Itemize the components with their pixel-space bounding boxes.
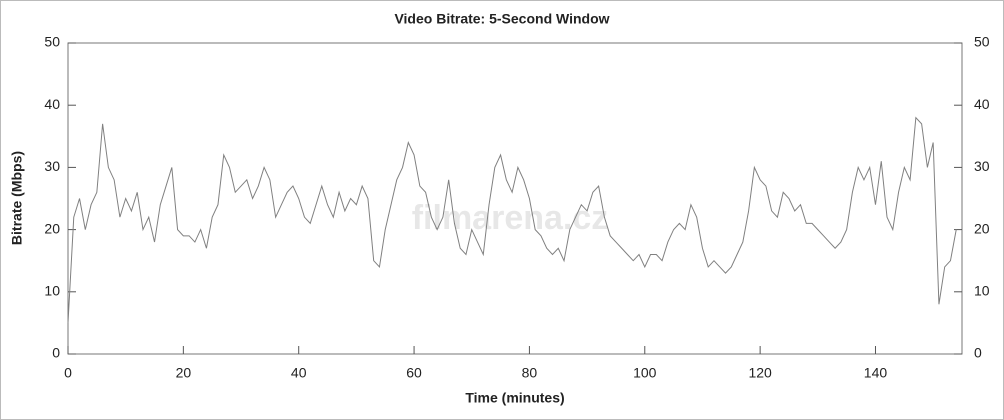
x-tick-label: 80: [522, 365, 538, 381]
chart-title: Video Bitrate: 5-Second Window: [394, 11, 609, 27]
y-tick-label: 10: [44, 283, 60, 299]
y-tick-label: 30: [44, 158, 60, 174]
x-tick-label: 60: [406, 365, 422, 381]
x-tick-label: 100: [633, 365, 657, 381]
y-axis-label: Bitrate (Mbps): [9, 151, 25, 245]
x-tick-label: 120: [748, 365, 772, 381]
y2-tick-label: 50: [974, 34, 990, 50]
x-tick-label: 40: [291, 365, 307, 381]
y2-tick-label: 30: [974, 158, 990, 174]
x-tick-label: 0: [64, 365, 72, 381]
y-tick-label: 50: [44, 34, 60, 50]
line: [67, 116, 957, 323]
y2-tick-label: 10: [974, 283, 990, 299]
y2-tick-label: 20: [974, 220, 990, 236]
y-tick-label: 0: [52, 345, 60, 361]
plot-area: [67, 42, 963, 355]
y2-tick-label: 40: [974, 96, 990, 112]
y2-tick-label: 0: [974, 345, 982, 361]
y-tick-label: 40: [44, 96, 60, 112]
y-tick-label: 20: [44, 220, 60, 236]
x-tick-label: 20: [176, 365, 192, 381]
watermark: filmarena.cz: [412, 199, 609, 237]
x-tick-label: 140: [864, 365, 888, 381]
x-axis-label: Time (minutes): [465, 390, 564, 406]
